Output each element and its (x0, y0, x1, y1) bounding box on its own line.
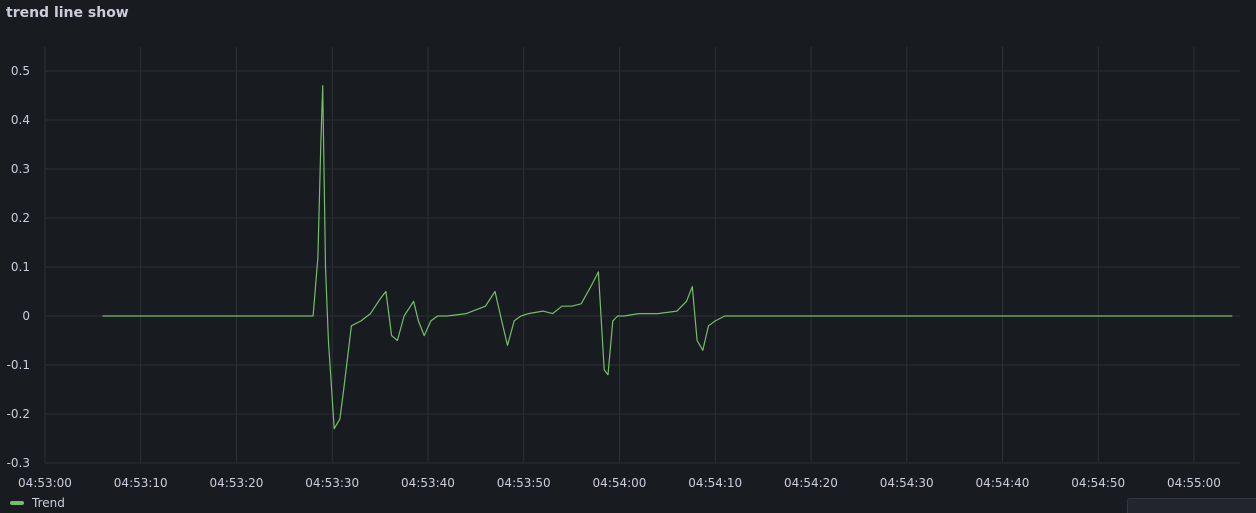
x-tick-label: 04:54:50 (1071, 476, 1125, 490)
resize-handle-icon[interactable] (1127, 498, 1256, 513)
x-tick-label: 04:53:40 (401, 476, 455, 490)
x-tick-label: 04:54:30 (880, 476, 934, 490)
y-tick-label: 0.3 (11, 162, 30, 176)
panel-title[interactable]: trend line show (6, 5, 129, 21)
y-tick-label: 0.2 (11, 211, 30, 225)
x-tick-label: 04:54:20 (784, 476, 838, 490)
x-tick-label: 04:53:10 (114, 476, 168, 490)
legend-swatch-trend (10, 501, 24, 505)
x-axis: 04:53:00 04:53:10 04:53:20 04:53:30 04:53:40… (18, 476, 1221, 490)
y-tick-label: 0.4 (11, 113, 30, 127)
x-tick-label: 04:54:40 (976, 476, 1030, 490)
y-tick-label: 0.1 (11, 260, 30, 274)
y-axis: 0.5 0.4 0.3 0.2 0.1 0 -0.1 -0.2 -0.3 (7, 64, 30, 470)
x-tick-label: 04:55:00 (1167, 476, 1221, 490)
legend-label-trend[interactable]: Trend (32, 496, 65, 510)
x-tick-label: 04:53:20 (210, 476, 264, 490)
x-tick-label: 04:53:00 (18, 476, 72, 490)
y-tick-label: -0.2 (7, 407, 30, 421)
x-tick-label: 04:54:00 (593, 476, 647, 490)
x-tick-label: 04:53:30 (305, 476, 359, 490)
series-layer (102, 85, 1233, 430)
x-tick-label: 04:53:50 (497, 476, 551, 490)
x-tick-label: 04:54:10 (688, 476, 742, 490)
y-tick-label: 0 (22, 309, 30, 323)
legend[interactable]: Trend (10, 495, 65, 511)
y-tick-label: -0.3 (7, 456, 30, 470)
grid (44, 47, 1240, 464)
series-line-trend[interactable] (102, 85, 1233, 430)
y-tick-label: 0.5 (11, 64, 30, 78)
y-tick-label: -0.1 (7, 358, 30, 372)
